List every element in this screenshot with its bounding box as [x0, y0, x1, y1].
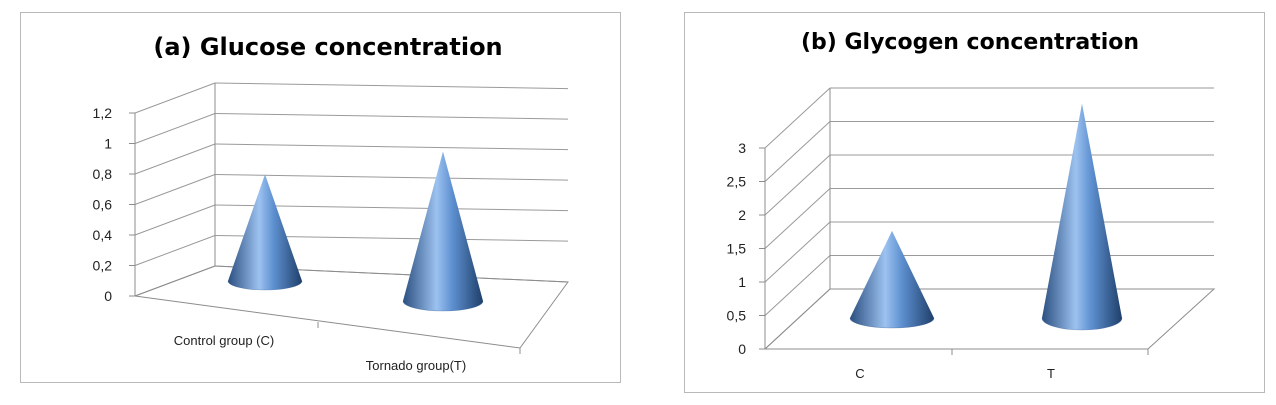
side-gridline	[764, 221, 831, 283]
side-gridline	[764, 154, 831, 216]
side-gridline	[134, 235, 216, 266]
side-gridline	[134, 204, 216, 236]
chart-panel-glycogen: (b) Glycogen concentration 0 0,5 1 1,5 2 2,5 3 C…	[640, 0, 1276, 405]
y-tick-label: 1,5	[727, 241, 747, 257]
chart-frame	[684, 12, 1265, 393]
cone-body	[228, 174, 302, 290]
side-gridline	[134, 143, 216, 175]
side-gridline	[134, 82, 216, 114]
cone-base-rim	[227, 280, 303, 291]
y-tick-label: 0	[738, 341, 746, 357]
cone-bar	[227, 174, 303, 291]
cone-bar	[849, 230, 935, 329]
y-tick-label: 0,2	[93, 258, 113, 274]
y-tick-label: 0,8	[93, 166, 113, 182]
side-gridline	[134, 113, 216, 144]
side-gridline	[764, 255, 831, 316]
cone-bar	[1041, 103, 1123, 331]
y-tick-label: 1	[738, 274, 746, 290]
back-gridline	[214, 113, 569, 120]
cone-base-rim	[1041, 317, 1123, 331]
x-category-label: Tornado group(T)	[366, 358, 466, 373]
chart-title: (a) Glucose concentration	[153, 33, 502, 61]
side-gridline	[764, 87, 831, 149]
x-category-label: Control group (C)	[174, 333, 274, 348]
cone-body	[1042, 103, 1122, 330]
chart-title: (b) Glycogen concentration	[801, 30, 1139, 55]
y-tick-label: 1,2	[93, 105, 113, 121]
y-tick-label: 0,6	[93, 197, 113, 213]
y-tick-label: 2,5	[727, 174, 747, 190]
y-tick-label: 0	[104, 288, 112, 304]
cone-bar	[402, 151, 484, 312]
glycogen-chart: (b) Glycogen concentration 0 0,5 1 1,5 2 2,5 3 C…	[684, 12, 1265, 393]
cone-base-rim	[402, 300, 484, 312]
chart-floor	[134, 265, 569, 349]
y-tick-label: 2	[738, 207, 746, 223]
side-gridline	[134, 174, 216, 205]
back-gridline	[214, 143, 569, 151]
x-category-label: C	[855, 366, 864, 381]
back-gridline	[214, 82, 569, 90]
chart-panel-glucose: (a) Glucose concentration 0 0,2 0,4 0,6 0,8 1 1…	[20, 12, 621, 383]
x-category-label: T	[1047, 366, 1055, 381]
y-tick-label: 1	[104, 136, 112, 152]
side-gridline	[764, 121, 831, 182]
chart-floor	[763, 288, 1216, 350]
cone-body	[850, 230, 934, 328]
back-gridline	[214, 174, 569, 181]
side-gridline	[764, 188, 831, 249]
cone-body	[403, 151, 483, 311]
glucose-chart: (a) Glucose concentration 0 0,2 0,4 0,6 0,8 1 1…	[20, 12, 621, 383]
y-tick-label: 0,5	[727, 308, 747, 324]
y-tick-label: 0,4	[93, 227, 113, 243]
y-tick-label: 3	[738, 140, 746, 156]
cone-base-rim	[849, 317, 935, 329]
